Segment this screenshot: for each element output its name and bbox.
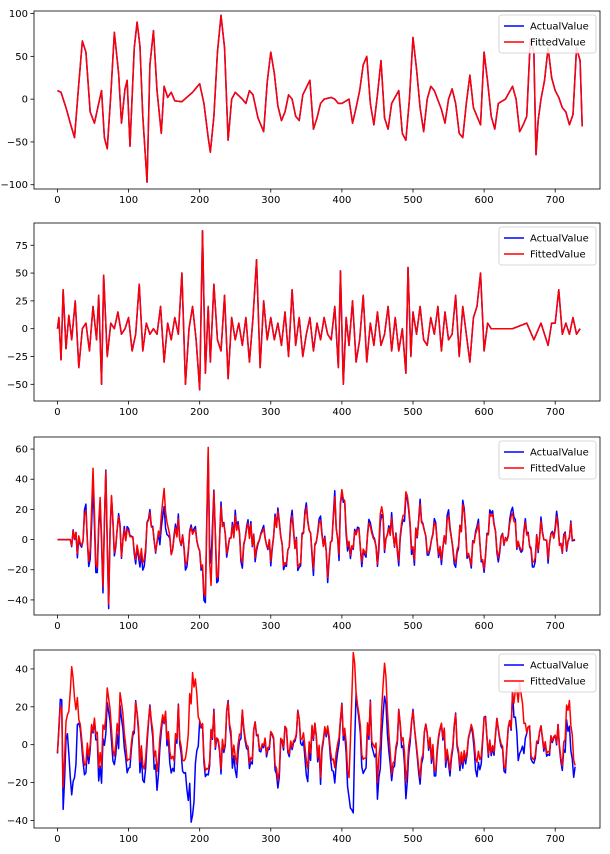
y-tick-label: −25	[7, 352, 28, 363]
chart-panel-3: 0 100 200 300 400 500 600 700 −40 −20 0 20 40 60 Actua…	[7, 436, 601, 632]
chart-panel-1: 0 100 200 300 400 500 600 700 −100 −50 0 50 100 Actua…	[1, 9, 601, 206]
y-tick-label: −20	[7, 565, 28, 576]
x-tick-label: 700	[546, 195, 565, 206]
x-tick-label: 300	[261, 834, 280, 845]
series-line-fittedvalue	[56, 230, 581, 391]
x-tick-label: 400	[332, 195, 351, 206]
x-tick-label: 600	[475, 621, 494, 632]
legend-box	[498, 14, 597, 54]
x-tick-label: 0	[54, 407, 60, 418]
x-tick-label: 500	[403, 621, 422, 632]
axes-frame	[33, 222, 601, 402]
x-tick-label: 500	[403, 834, 422, 845]
x-tick-label: 700	[546, 407, 565, 418]
legend-label-actualvalue: ActualValue	[530, 22, 589, 33]
x-tick-label: 0	[54, 621, 60, 632]
legend-label-actualvalue: ActualValue	[530, 448, 589, 459]
y-tick-label: 50	[15, 52, 28, 63]
x-tick-label: 600	[475, 195, 494, 206]
x-tick-label: 0	[54, 195, 60, 206]
chart-panel-2: 0 100 200 300 400 500 600 700 −50 −25 0 25 50 75 Actua…	[7, 222, 601, 418]
y-tick-label: −50	[7, 380, 28, 391]
chart-panel-4: 0 100 200 300 400 500 600 700 −40 −20 0 20 40 ActualV…	[7, 649, 601, 845]
x-tick-label: 300	[261, 621, 280, 632]
y-tick-label: 0	[22, 95, 28, 106]
x-tick-label: 100	[119, 621, 138, 632]
y-tick-label: 40	[15, 475, 28, 486]
legend-label-fittedvalue: FittedValue	[530, 38, 586, 49]
x-tick-label: 500	[403, 195, 422, 206]
x-tick-label: 400	[332, 407, 351, 418]
axes-frame	[33, 649, 601, 829]
x-tick-label: 100	[119, 834, 138, 845]
series-line-fittedvalue	[57, 14, 583, 183]
series-line-actualvalue	[57, 452, 576, 610]
legend-box	[498, 226, 597, 266]
legend-label-actualvalue: ActualValue	[530, 234, 589, 245]
series-line-fittedvalue	[56, 651, 576, 788]
y-tick-label: −20	[7, 778, 28, 789]
axes-frame	[33, 10, 601, 190]
y-tick-label: −100	[1, 180, 28, 191]
legend: ActualValue FittedValue	[498, 653, 597, 693]
x-tick-label: 400	[332, 834, 351, 845]
legend: ActualValue FittedValue	[498, 14, 597, 54]
x-tick-label: 200	[190, 407, 209, 418]
x-tick-label: 600	[475, 834, 494, 845]
legend-box	[498, 440, 597, 480]
legend-label-actualvalue: ActualValue	[530, 661, 589, 672]
y-tick-label: 100	[9, 9, 28, 20]
x-tick-label: 400	[332, 621, 351, 632]
legend: ActualValue FittedValue	[498, 440, 597, 480]
y-tick-label: 25	[15, 296, 28, 307]
legend-label-fittedvalue: FittedValue	[530, 250, 586, 261]
x-tick-label: 300	[261, 195, 280, 206]
legend-label-fittedvalue: FittedValue	[530, 464, 586, 475]
y-tick-label: 0	[22, 324, 28, 335]
y-tick-label: −40	[7, 816, 28, 827]
x-tick-label: 500	[403, 407, 422, 418]
y-tick-label: 60	[15, 445, 28, 456]
x-tick-label: 700	[546, 834, 565, 845]
y-tick-label: 0	[22, 740, 28, 751]
x-tick-label: 100	[119, 195, 138, 206]
y-tick-label: 40	[15, 664, 28, 675]
series-line-fittedvalue	[57, 446, 576, 606]
y-tick-label: −50	[7, 137, 28, 148]
x-tick-label: 0	[54, 834, 60, 845]
y-tick-label: 20	[15, 505, 28, 516]
y-tick-label: 20	[15, 702, 28, 713]
axes-frame	[33, 436, 601, 616]
x-tick-label: 200	[190, 195, 209, 206]
legend: ActualValue FittedValue	[498, 226, 597, 266]
legend-box	[498, 653, 597, 693]
y-tick-label: 50	[15, 269, 28, 280]
x-tick-label: 200	[190, 834, 209, 845]
y-tick-label: −40	[7, 595, 28, 606]
x-tick-label: 600	[475, 407, 494, 418]
y-tick-label: 0	[22, 535, 28, 546]
x-tick-label: 200	[190, 621, 209, 632]
x-tick-label: 700	[546, 621, 565, 632]
legend-label-fittedvalue: FittedValue	[530, 677, 586, 688]
x-tick-label: 300	[261, 407, 280, 418]
y-tick-label: 75	[15, 241, 28, 252]
x-tick-label: 100	[119, 407, 138, 418]
